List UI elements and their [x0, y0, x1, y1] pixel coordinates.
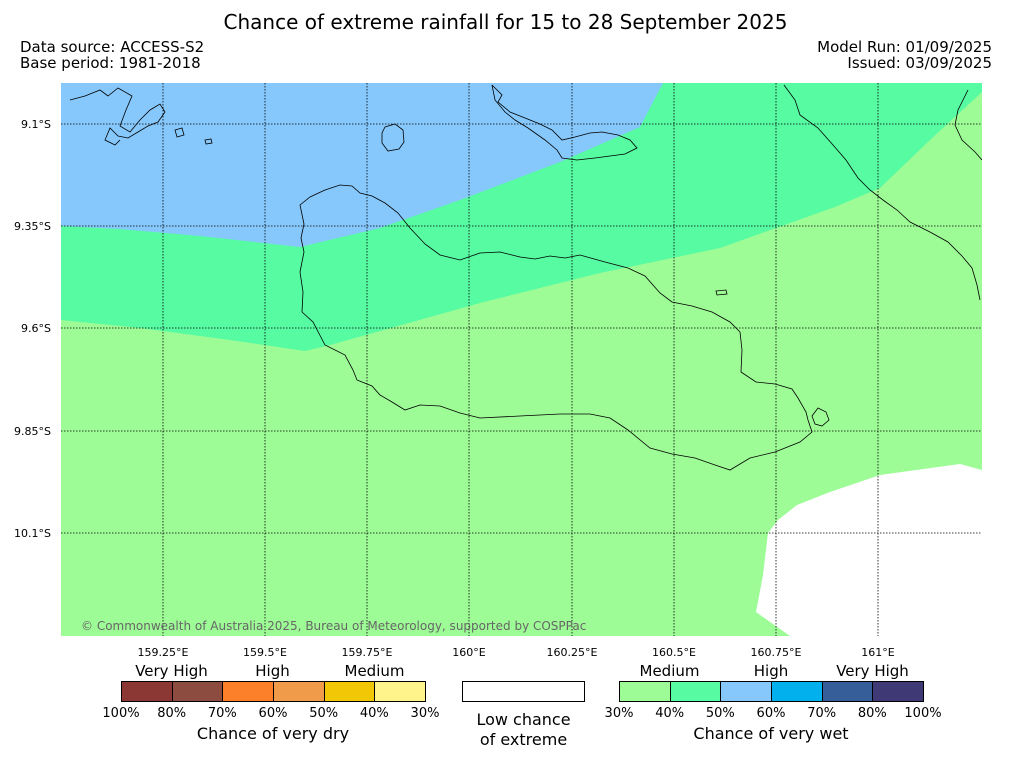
small-islet-3 [715, 289, 728, 296]
lat-label: 9.6°S [21, 322, 51, 335]
low-chance-line1: Low chance [476, 710, 571, 729]
wet-tick-label: 100% [904, 706, 942, 721]
dry-heading-high: High [255, 662, 290, 680]
dry-colorbar-title: Chance of very dry [196, 724, 350, 743]
wet-tick-label: 80% [857, 706, 887, 721]
map-title: Chance of extreme rainfall for 15 to 28 … [223, 10, 788, 34]
dry-tick-label: 30% [410, 706, 440, 721]
dry-swatch-4 [323, 681, 376, 702]
map-area [61, 83, 982, 636]
wet-swatch-3 [771, 681, 823, 702]
lat-label: 10.1°S [14, 527, 51, 540]
gridlines [61, 83, 982, 636]
wet-swatch-5 [872, 681, 924, 702]
east-guadalcanal-islets [811, 407, 830, 427]
nggela-coast [491, 84, 638, 161]
data-source-label: Data source: ACCESS-S2 [20, 38, 205, 56]
axis-labels: 9.1°S 9.35°S 9.6°S 9.85°S 10.1°S 159.25°E 159.… [14, 118, 895, 659]
savo-island-coast [381, 123, 405, 152]
florida-islands-coast [69, 87, 166, 146]
wet-tick-label: 60% [756, 706, 786, 721]
dry-tick-label: 100% [102, 706, 140, 721]
wet-heading-high: High [753, 662, 789, 680]
wet-tick-label: 40% [655, 706, 685, 721]
wet-tick-label: 70% [807, 706, 837, 721]
malaita-east-coast [954, 89, 982, 161]
lon-label: 159.25°E [138, 646, 189, 659]
low-chance-label: Low chance of extreme [462, 710, 585, 750]
lon-label: 161°E [861, 646, 894, 659]
small-islet-2 [204, 138, 213, 145]
small-islet-1 [174, 127, 185, 138]
lon-label: 160°E [452, 646, 485, 659]
dry-swatch-5 [374, 681, 426, 702]
low-chance-swatch [462, 681, 585, 702]
wet-heading-medium: Medium [639, 662, 700, 680]
wet-tick-label: 30% [604, 706, 634, 721]
lon-label: 159.75°E [342, 646, 393, 659]
copyright-label: © Commonwealth of Australia 2025, Bureau… [81, 619, 586, 633]
dry-tick-label: 60% [258, 706, 288, 721]
dry-tick-label: 70% [207, 706, 237, 721]
wet-heading-very-high: Very High [836, 662, 909, 680]
dry-tick-label: 50% [309, 706, 339, 721]
model-run-label: Model Run: 01/09/2025 [817, 38, 992, 56]
lon-label: 160.25°E [547, 646, 598, 659]
wet-colorbar-title: Chance of very wet [693, 724, 849, 743]
meta-left: Data source: ACCESS-S2 Base period: 1981… [20, 39, 204, 71]
dry-swatch-3 [273, 681, 325, 702]
dry-heading-very-high: Very High [135, 662, 208, 680]
lat-label: 9.35°S [14, 220, 51, 233]
wet-swatch-4 [821, 681, 874, 702]
lat-label: 9.85°S [14, 425, 51, 438]
dry-tick-label: 40% [359, 706, 389, 721]
dry-swatch-0 [121, 681, 173, 702]
wet-swatch-1 [669, 681, 722, 702]
lon-label: 159.5°E [243, 646, 287, 659]
base-period-label: Base period: 1981-2018 [20, 54, 201, 72]
dry-swatch-2 [222, 681, 274, 702]
dry-swatch-1 [171, 681, 224, 702]
wet-tick-label: 50% [705, 706, 735, 721]
wet-swatch-2 [720, 681, 772, 702]
lon-label: 160.75°E [751, 646, 802, 659]
zone-low-chance [756, 464, 982, 636]
low-chance-line2: of extreme [479, 730, 568, 749]
wet-swatch-0 [619, 681, 671, 702]
dry-heading-medium: Medium [344, 662, 405, 680]
issued-label: Issued: 03/09/2025 [847, 54, 992, 72]
dry-tick-label: 80% [157, 706, 187, 721]
lon-label: 160.5°E [652, 646, 696, 659]
lat-label: 9.1°S [21, 118, 51, 131]
meta-right: Model Run: 01/09/2025 Issued: 03/09/2025 [817, 39, 992, 71]
